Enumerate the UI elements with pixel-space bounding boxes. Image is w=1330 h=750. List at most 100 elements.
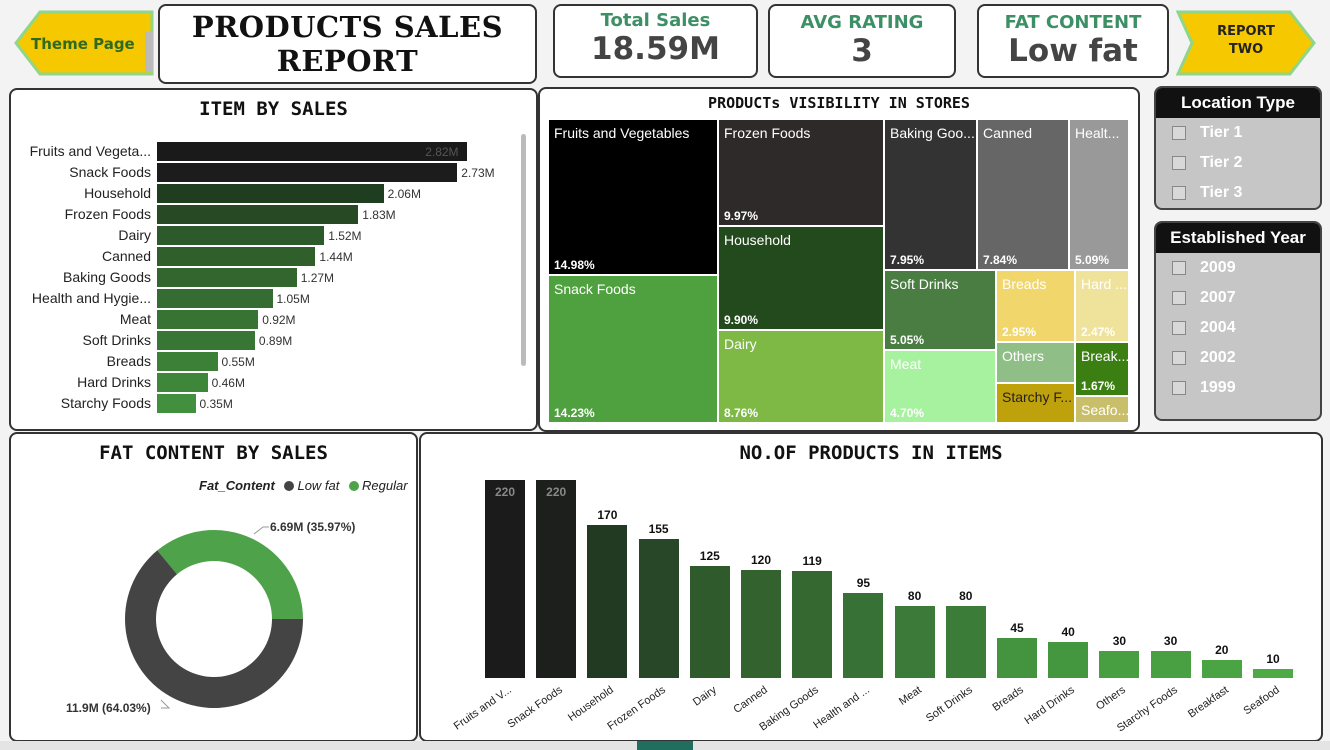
legend-swatch-low-fat: [284, 481, 295, 491]
slicer-option-2002[interactable]: 2002: [1156, 343, 1320, 373]
product-count-bar[interactable]: [1048, 642, 1089, 678]
sales-bar[interactable]: [157, 268, 297, 287]
product-count-bar[interactable]: [843, 592, 884, 678]
product-count-bar[interactable]: [1150, 651, 1191, 678]
treemap-cell-label: Others: [1002, 348, 1045, 364]
theme-page-label[interactable]: Theme Page: [31, 35, 135, 53]
legend-low-fat[interactable]: Low fat: [297, 478, 340, 493]
checkbox[interactable]: [1172, 351, 1186, 365]
product-count-bar[interactable]: [689, 565, 730, 678]
sales-bar[interactable]: [157, 352, 218, 371]
treemap-cell[interactable]: Soft Drinks 5.05%: [884, 270, 996, 350]
product-count-bar[interactable]: [1253, 669, 1293, 678]
bar-value-label: 30: [1163, 634, 1178, 648]
product-count-bar[interactable]: [945, 606, 986, 678]
treemap-cell[interactable]: Baking Goo... 7.95%: [884, 119, 977, 270]
product-count-bar[interactable]: [894, 606, 935, 678]
treemap-cell[interactable]: Fruits and Vegetables 14.98%: [548, 119, 718, 275]
checkbox[interactable]: [1172, 186, 1186, 200]
bar-category-label: Breads: [106, 353, 151, 369]
checkbox[interactable]: [1172, 321, 1186, 335]
product-count-bar[interactable]: [536, 480, 577, 678]
kpi-fat-content: FAT CONTENT Low fat: [977, 4, 1169, 78]
legend-regular[interactable]: Regular: [362, 478, 408, 493]
bar-value-label: 0.89M: [258, 334, 293, 348]
checkbox[interactable]: [1172, 291, 1186, 305]
sales-bar[interactable]: [157, 289, 273, 308]
item-by-sales-panel: ITEM BY SALES Fruits and Vegeta... 2.82M S…: [9, 88, 538, 431]
treemap-cell[interactable]: Healt... 5.09%: [1069, 119, 1129, 270]
treemap-cell[interactable]: Breads 2.95%: [996, 270, 1075, 342]
slicer-option-2004[interactable]: 2004: [1156, 313, 1320, 343]
established-year-slicer: Established Year 2009 2007 2004 2002 199…: [1154, 221, 1322, 421]
report-two-button[interactable]: [1176, 10, 1316, 76]
treemap-cell-percent: 14.98%: [554, 258, 595, 272]
product-count-bar[interactable]: [1201, 660, 1242, 678]
treemap-cell[interactable]: Frozen Foods 9.97%: [718, 119, 884, 226]
treemap-cell[interactable]: Others: [996, 342, 1075, 383]
product-count-bar[interactable]: [997, 637, 1037, 678]
treemap-cell[interactable]: Dairy 8.76%: [718, 330, 884, 423]
bar-category-label: Snack Foods: [69, 164, 151, 180]
treemap-cell[interactable]: Break... 1.67%: [1075, 342, 1129, 396]
product-count-bar[interactable]: [485, 480, 525, 678]
slicer-option-2007[interactable]: 2007: [1156, 283, 1320, 313]
bar-category-label: Fruits and Vegeta...: [29, 143, 151, 159]
product-count-bar[interactable]: [638, 538, 679, 678]
sales-bar[interactable]: [157, 226, 325, 245]
sales-bar[interactable]: [157, 310, 259, 329]
sales-bar[interactable]: [157, 163, 458, 182]
treemap-cell[interactable]: Seafo...: [1075, 396, 1129, 423]
slicer-option-tier-1[interactable]: Tier 1: [1156, 118, 1320, 148]
product-count-bar[interactable]: [587, 525, 628, 678]
bar-value-label: 1.52M: [328, 229, 362, 243]
treemap-cell-percent: 14.23%: [554, 406, 595, 420]
sales-bar[interactable]: [157, 142, 468, 161]
product-count-bar[interactable]: [792, 570, 833, 678]
treemap-cell-percent: 1.67%: [1081, 379, 1116, 393]
treemap-cell[interactable]: Snack Foods 14.23%: [548, 275, 718, 423]
checkbox[interactable]: [1172, 126, 1186, 140]
bar-category-label: Starchy Foods: [60, 395, 151, 411]
kpi-label: AVG RATING: [800, 12, 924, 33]
page-tab-active[interactable]: [637, 741, 693, 750]
slicer-option-1999[interactable]: 1999: [1156, 373, 1320, 403]
treemap-cell[interactable]: Meat 4.70%: [884, 350, 996, 423]
sales-bar[interactable]: [157, 373, 208, 392]
treemap-cell[interactable]: Starchy F...: [996, 383, 1075, 423]
slicer-option-tier-3[interactable]: Tier 3: [1156, 178, 1320, 208]
treemap-cell-label: Seafo...: [1081, 402, 1129, 418]
donut-slice-regular[interactable]: [157, 530, 303, 619]
donut-slice-low-fat[interactable]: [125, 550, 303, 708]
sales-bar[interactable]: [157, 331, 255, 350]
bar-value-label: 1.05M: [276, 292, 310, 306]
report-two-label[interactable]: REPORT TWO: [1217, 24, 1275, 57]
sales-bar[interactable]: [157, 247, 316, 266]
product-count-bar[interactable]: [1099, 651, 1140, 678]
slicer-option-2009[interactable]: 2009: [1156, 253, 1320, 283]
treemap-cell-label: Breads: [1002, 276, 1047, 292]
checkbox[interactable]: [1172, 156, 1186, 170]
treemap-cell[interactable]: Household 9.90%: [718, 226, 884, 330]
theme-page-button[interactable]: [14, 10, 154, 76]
treemap-cell-percent: 5.05%: [890, 333, 925, 347]
slicer-option-tier-2[interactable]: Tier 2: [1156, 148, 1320, 178]
checkbox[interactable]: [1172, 381, 1186, 395]
bar-value-label: 45: [1010, 620, 1024, 635]
checkbox[interactable]: [1172, 261, 1186, 275]
scroll-tab: [145, 32, 153, 72]
bar-value-label: 80: [907, 589, 922, 603]
bar-value-label: 125: [699, 548, 720, 563]
sales-bar[interactable]: [157, 394, 196, 413]
treemap-cell[interactable]: Hard ... 2.47%: [1075, 270, 1129, 342]
treemap-cell[interactable]: Canned 7.84%: [977, 119, 1069, 270]
location-type-title: Location Type: [1156, 88, 1320, 118]
kpi-value: 3: [851, 33, 873, 69]
bar-value-label: 95: [856, 575, 871, 590]
product-count-bar[interactable]: [741, 570, 781, 678]
treemap-cell-label: Canned: [983, 125, 1033, 141]
chart-scrollbar[interactable]: [521, 134, 526, 366]
sales-bar[interactable]: [157, 184, 384, 203]
sales-bar[interactable]: [157, 205, 359, 224]
bar-value-label: 0.35M: [199, 397, 233, 411]
